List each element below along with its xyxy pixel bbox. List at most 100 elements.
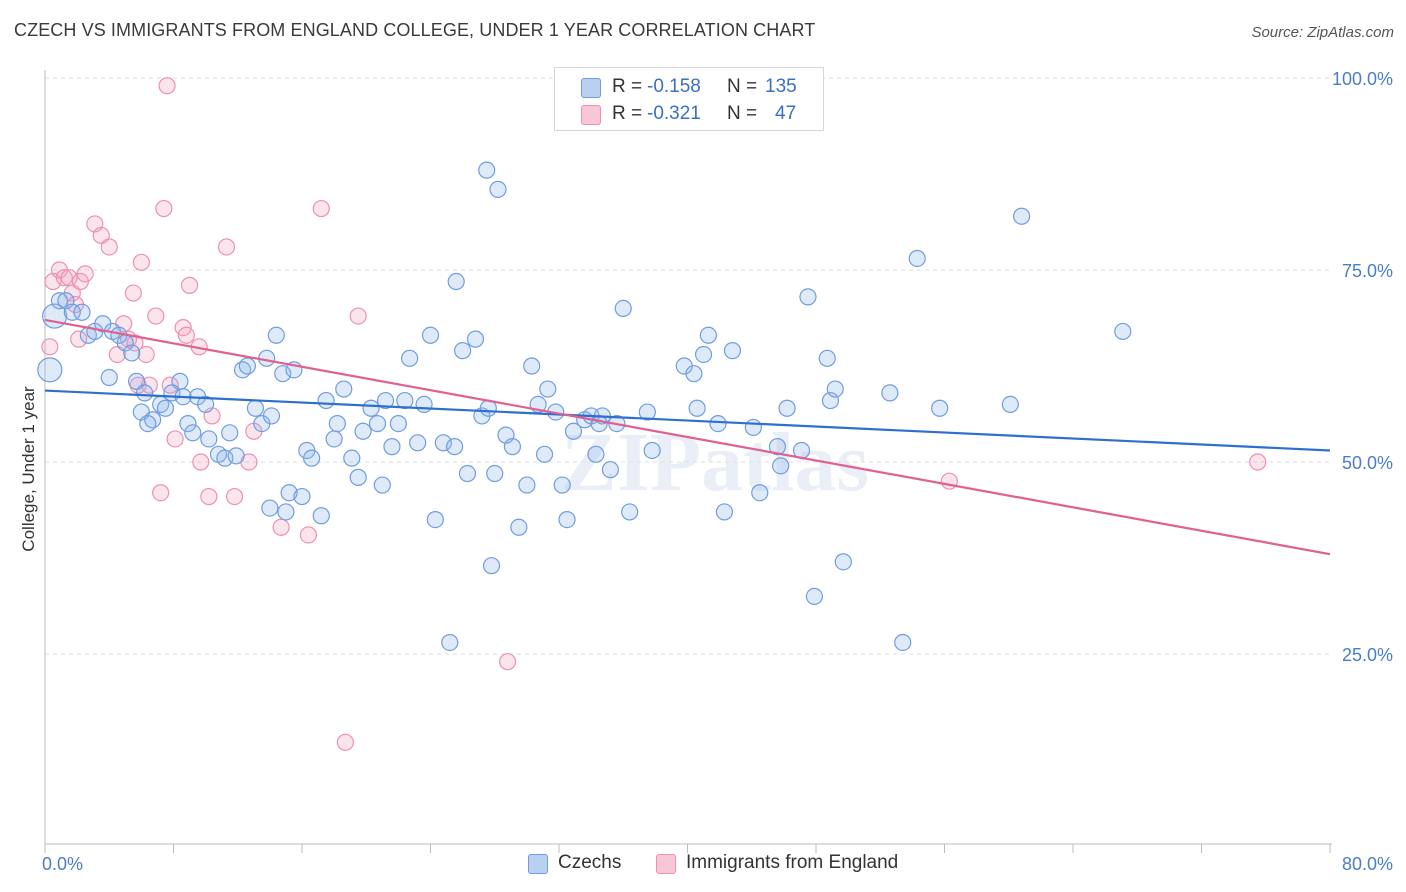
czechs-point — [621, 503, 639, 521]
czechs-point — [317, 391, 335, 410]
czechs-point — [454, 342, 472, 360]
czechs-point — [238, 357, 256, 375]
england-swatch — [656, 854, 676, 874]
czechs-point — [426, 510, 444, 529]
y-tick-label: 25.0% — [1342, 645, 1393, 665]
czechs-point — [376, 391, 395, 410]
czechs-point — [303, 449, 321, 467]
czechs-point — [744, 418, 762, 437]
czechs-point — [434, 434, 452, 452]
czechs-point — [778, 399, 796, 417]
czechs-point — [826, 380, 844, 398]
czechs-point — [723, 342, 742, 360]
czechs-trend-line — [44, 389, 1331, 452]
czechs-point — [535, 445, 554, 463]
czechs-point — [267, 326, 285, 344]
czechs-point — [135, 384, 154, 402]
england-point — [155, 199, 173, 218]
legend-label-czechs: Czechs — [558, 852, 622, 873]
legend-r-label: R = — [612, 103, 643, 124]
czechs-point — [638, 403, 656, 421]
series-legend: Czechs Immigrants from England — [0, 852, 1406, 878]
czechs-point — [486, 464, 504, 483]
czechs-point — [685, 365, 703, 383]
england-swatch — [581, 105, 601, 125]
czechs-point — [415, 395, 433, 413]
czechs-point — [908, 249, 926, 268]
czechs-point — [447, 272, 465, 291]
england-point — [41, 338, 59, 356]
england-point — [299, 526, 318, 544]
england-point — [147, 307, 165, 325]
czechs-point — [354, 422, 372, 440]
czechs-point — [73, 303, 91, 321]
czechs-point — [478, 161, 496, 179]
y-tick-label: 75.0% — [1342, 261, 1393, 281]
czechs-point — [482, 557, 501, 575]
england-point — [158, 77, 176, 95]
czechs-point — [1001, 395, 1019, 413]
england-point — [225, 487, 244, 506]
england-point — [132, 253, 150, 271]
czechs-point — [409, 434, 427, 452]
czechs-point — [246, 399, 265, 417]
england-point — [180, 276, 199, 294]
czechs-point — [688, 399, 706, 417]
czechs-point — [274, 365, 292, 383]
czechs-point — [466, 330, 485, 348]
czechs-point — [564, 422, 583, 440]
england-point — [70, 330, 88, 348]
czechs-point — [539, 380, 557, 398]
axes — [44, 70, 1332, 853]
czechs-point — [139, 415, 157, 433]
czechs-point — [751, 484, 769, 502]
england-point — [272, 518, 290, 536]
czechs-point — [894, 633, 912, 652]
czechs-point — [373, 476, 391, 494]
czechs-point — [614, 299, 632, 317]
england-point — [137, 345, 155, 364]
england-point — [312, 199, 330, 218]
czechs-point — [553, 476, 571, 494]
england-point — [499, 653, 517, 671]
legend-n-value: 135 — [765, 76, 797, 97]
czechs-point — [931, 399, 949, 417]
england-point — [152, 484, 170, 502]
czechs-point — [1114, 322, 1132, 341]
england-point — [1249, 453, 1267, 471]
czechs-point — [503, 438, 522, 456]
y-tick-label: 100.0% — [1332, 69, 1393, 89]
czechs-point — [368, 415, 387, 433]
czechs-point — [156, 399, 175, 417]
czechs-point — [489, 180, 507, 198]
czechs-point — [100, 368, 118, 387]
czechs-point — [261, 499, 279, 517]
czechs-point — [293, 487, 311, 506]
england-point — [177, 326, 195, 344]
czechs-point — [881, 384, 899, 402]
czechs-point — [818, 349, 836, 367]
chart-title: CZECH VS IMMIGRANTS FROM ENGLAND COLLEGE… — [14, 20, 816, 40]
england-point — [349, 307, 367, 325]
czechs-point — [63, 303, 81, 321]
czechs-point — [699, 326, 717, 344]
czechs-point — [312, 507, 330, 525]
england-point — [217, 238, 236, 256]
czechs-point — [834, 553, 852, 571]
czechs-point — [227, 447, 245, 465]
trend-lines — [44, 318, 1331, 556]
czechs-point — [349, 468, 367, 486]
england-point — [55, 269, 73, 287]
england-point — [126, 334, 144, 352]
legend-label-england: Immigrants from England — [686, 852, 899, 873]
czechs-point — [50, 292, 69, 310]
czechs-point — [558, 510, 576, 529]
czechs-point — [221, 424, 239, 442]
england-point — [124, 284, 142, 302]
czechs-point — [197, 395, 215, 413]
y-tick-labels: 25.0% 50.0% 75.0% 100.0% — [1332, 69, 1393, 665]
czechs-point — [510, 518, 528, 536]
legend-r-label: R = — [612, 76, 643, 97]
england-point — [166, 430, 184, 448]
czechs-point — [799, 288, 817, 306]
